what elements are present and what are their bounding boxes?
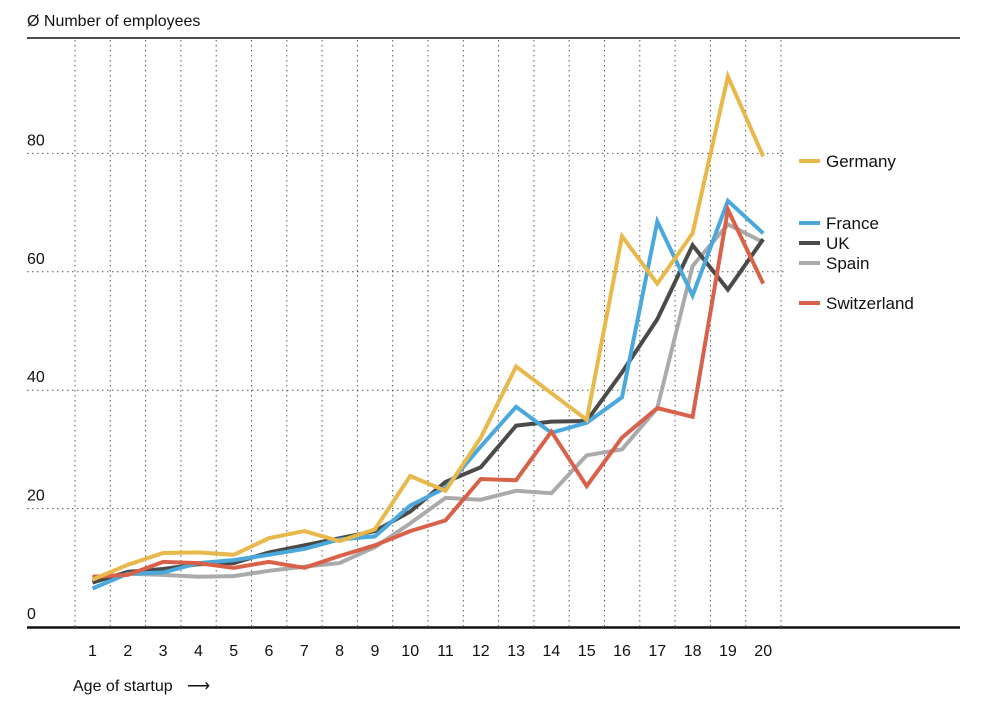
x-tick-label: 16 [613, 643, 631, 660]
legend-label-france: France [826, 214, 879, 233]
x-tick-label: 5 [229, 643, 238, 660]
legend-label-switzerland: Switzerland [826, 294, 914, 313]
x-axis-arrow: ⟶ [187, 678, 210, 695]
x-tick-labels: 1 2 3 4 5 6 7 8 9 10 11 12 13 14 15 16 17 18 19 20 [88, 643, 772, 660]
y-tick-label: 60 [27, 251, 45, 268]
x-tick-label: 14 [543, 643, 561, 660]
series-lines [91, 70, 766, 591]
y-tick-label: 80 [27, 132, 45, 149]
legend-label-spain: Spain [826, 254, 869, 273]
x-axis-title: Age of startup ⟶ [73, 678, 210, 695]
x-tick-label: 12 [472, 643, 490, 660]
series-line-germany [91, 70, 766, 582]
y-tick-label: 40 [27, 369, 45, 386]
x-tick-label: 10 [401, 643, 419, 660]
series-line-switzerland [92, 203, 766, 579]
y-tick-label: 0 [27, 606, 36, 623]
x-tick-label: 4 [194, 643, 203, 660]
x-tick-label: 7 [300, 643, 309, 660]
x-tick-label: 15 [578, 643, 596, 660]
x-tick-label: 17 [648, 643, 666, 660]
x-tick-label: 11 [437, 643, 454, 660]
legend-label-uk: UK [826, 234, 850, 253]
x-tick-label: 8 [335, 643, 344, 660]
x-axis-title-text: Age of startup [73, 678, 173, 695]
y-axis-title: Ø Number of employees [27, 13, 200, 30]
y-tick-label: 20 [27, 488, 45, 505]
legend-label-germany: Germany [826, 152, 896, 171]
x-tick-label: 18 [684, 643, 702, 660]
x-tick-label: 20 [754, 643, 772, 660]
y-tick-labels: 0 20 40 60 80 [27, 132, 45, 623]
x-tick-label: 3 [159, 643, 168, 660]
x-tick-label: 2 [123, 643, 132, 660]
x-tick-label: 19 [719, 643, 737, 660]
x-tick-label: 13 [507, 643, 525, 660]
x-tick-label: 6 [265, 643, 274, 660]
grid [27, 40, 785, 626]
x-tick-label: 1 [88, 643, 97, 660]
x-tick-label: 9 [370, 643, 379, 660]
